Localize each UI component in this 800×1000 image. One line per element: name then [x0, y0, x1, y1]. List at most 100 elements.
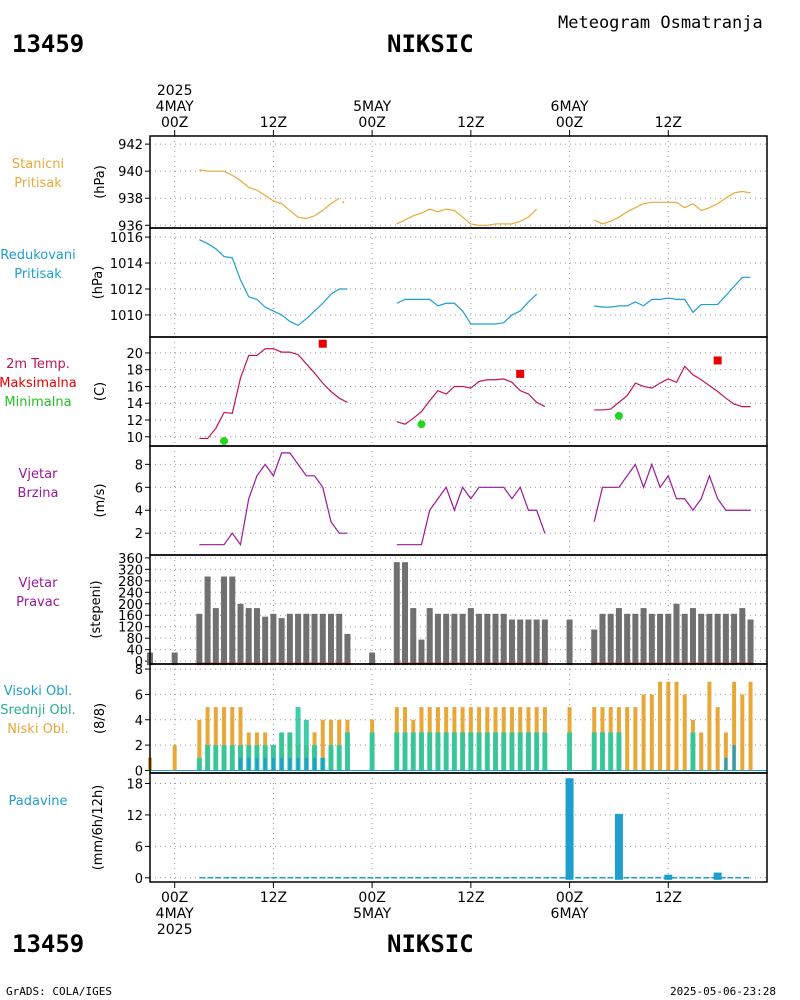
series-line: [594, 365, 751, 411]
direction-bar: [245, 608, 252, 666]
direction-bar: [566, 619, 573, 666]
low-cloud-bar: [723, 732, 728, 771]
x-tick-label-top: 6MAY: [551, 99, 589, 115]
low-cloud-bar: [230, 707, 235, 771]
mid-cloud-bar: [254, 745, 260, 771]
timestamp-text: 2025-05-06-23:28: [670, 985, 776, 998]
y-tick-label: 1014: [110, 257, 143, 272]
y-tick-label: 4: [135, 714, 143, 729]
direction-bar: [698, 613, 705, 666]
x-tick-label-top: 2025: [157, 83, 193, 99]
mid-cloud-bar: [468, 732, 474, 771]
mid-cloud-bar: [369, 732, 375, 771]
high-cloud-bar: [288, 757, 292, 771]
mid-cloud-bar: [394, 732, 400, 771]
credit-text: GrADS: COLA/IGES: [6, 985, 112, 998]
label-wind-direction: Vjetar Pravac: [0, 574, 93, 612]
meteogram-title: Meteogram Osmatranja: [558, 13, 763, 33]
label-line: Minimalna: [4, 395, 72, 410]
direction-bar: [624, 613, 631, 666]
low-cloud-bar: [320, 719, 325, 771]
y-axis-unit: (m/s): [93, 484, 108, 518]
direction-bar: [311, 613, 318, 666]
x-tick-label-top: 5MAY: [353, 99, 391, 115]
low-cloud-bar: [715, 707, 720, 771]
direction-bar: [303, 613, 310, 666]
y-tick-label: 18: [126, 777, 143, 792]
low-cloud-bar: [625, 707, 630, 771]
x-tick-label-bottom: 00Z: [556, 890, 583, 906]
high-cloud-bar: [247, 757, 251, 771]
tmax-marker: [713, 356, 722, 365]
direction-bar: [344, 633, 351, 666]
y-tick-label: 0: [135, 764, 143, 779]
label-line: Srednji Obl.: [0, 703, 76, 718]
precip-bar: [565, 778, 574, 880]
direction-bar: [484, 613, 491, 666]
low-cloud-bar: [666, 681, 671, 771]
y-tick-label: 940: [118, 165, 143, 180]
y-tick-label: 936: [118, 219, 143, 234]
label-line: Vjetar: [18, 467, 58, 482]
low-cloud-bar: [649, 694, 654, 771]
mid-cloud-bar: [221, 745, 227, 771]
label-line: Brzina: [17, 486, 59, 501]
label-line: Maksimalna: [0, 376, 77, 391]
direction-bar: [451, 613, 458, 666]
mid-cloud-bar: [591, 732, 597, 771]
y-tick-label: 12: [126, 809, 143, 824]
y-tick-label: 6: [135, 481, 143, 496]
station-name-bottom: NIKSIC: [387, 930, 474, 958]
label-precipitation: Padavine: [0, 792, 93, 811]
series-line: [593, 190, 751, 225]
high-cloud-bar: [280, 757, 284, 771]
direction-bar: [278, 618, 285, 666]
y-tick-label: 0: [135, 872, 143, 887]
y-tick-label: 4: [135, 504, 143, 519]
label-temperature: 2m Temp. Maksimalna Minimalna: [0, 355, 93, 412]
mid-cloud-bar: [567, 732, 573, 771]
label-station-pressure: Stanicni Pritisak: [0, 155, 93, 193]
x-tick-label-top: 00Z: [556, 115, 583, 131]
mid-cloud-bar: [517, 732, 523, 771]
mid-cloud-bar: [312, 745, 318, 771]
direction-bar: [369, 652, 376, 666]
high-cloud-bar: [296, 757, 300, 771]
y-tick-label: 120: [118, 621, 143, 636]
x-tick-label-bottom: 12Z: [260, 890, 287, 906]
y-tick-label: 20: [126, 347, 143, 362]
y-tick-label: 200: [118, 598, 143, 613]
tmin-marker: [220, 436, 229, 445]
direction-bar: [517, 619, 524, 666]
x-tick-label-top: 12Z: [260, 115, 287, 131]
label-clouds: Visoki Obl. Srednji Obl. Niski Obl.: [0, 682, 93, 739]
direction-bar: [706, 613, 713, 666]
direction-bar: [648, 613, 655, 666]
mid-cloud-bar: [237, 745, 243, 771]
station-id-top: 13459: [12, 30, 85, 58]
direction-bar: [640, 608, 647, 666]
direction-bar: [492, 613, 499, 666]
direction-bar: [508, 619, 515, 666]
series-line: [199, 348, 348, 440]
mid-cloud-bar: [410, 732, 416, 771]
y-tick-label: 0: [135, 655, 143, 670]
y-tick-label: 80: [126, 632, 143, 647]
mid-cloud-bar: [451, 732, 457, 771]
label-wind-speed: Vjetar Brzina: [0, 465, 93, 503]
direction-bar: [393, 562, 400, 666]
y-tick-label: 6: [135, 688, 143, 703]
precip-bar: [664, 874, 673, 880]
x-tick-label-bottom: 5MAY: [353, 906, 391, 922]
y-tick-label: 8: [135, 663, 143, 678]
direction-bar: [196, 613, 203, 666]
mid-cloud-bar: [344, 732, 350, 771]
mid-cloud-bar: [460, 732, 466, 771]
mid-cloud-bar: [295, 707, 301, 771]
mid-cloud-bar: [402, 732, 408, 771]
direction-bar: [681, 613, 688, 666]
mid-cloud-bar: [476, 732, 482, 771]
mid-cloud-bar: [229, 745, 235, 771]
y-tick-label: 40: [126, 644, 143, 659]
mid-cloud-bar: [196, 757, 202, 771]
